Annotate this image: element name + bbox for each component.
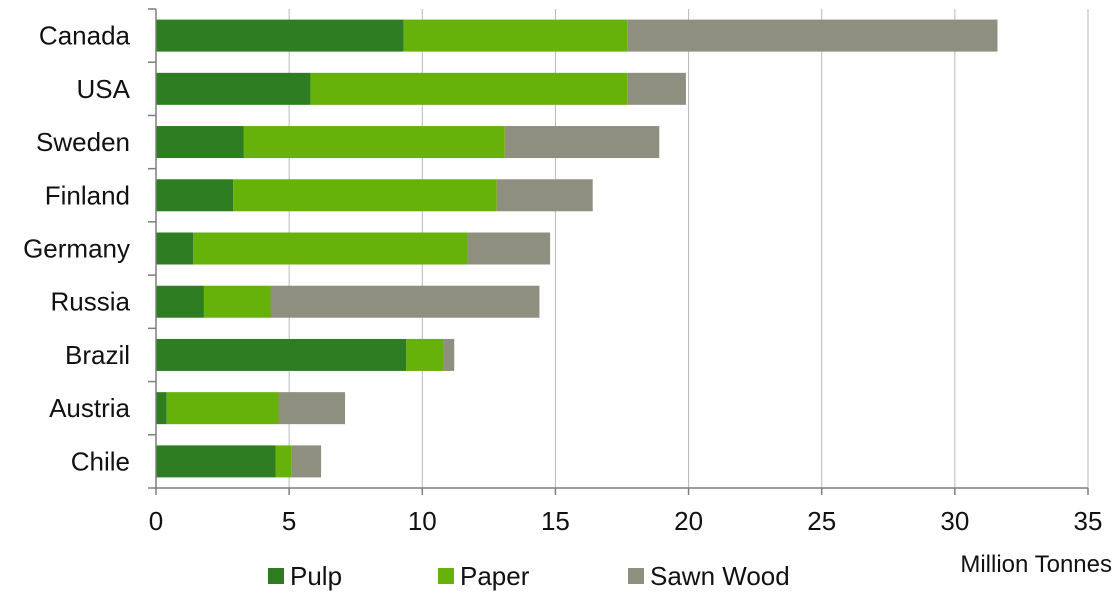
bar-segment xyxy=(467,232,551,265)
category-label: Canada xyxy=(39,21,131,51)
bar-segment xyxy=(156,445,276,478)
bar-segment xyxy=(627,19,998,52)
bar-segment xyxy=(310,72,628,105)
bar-segment xyxy=(270,285,540,318)
x-tick-label: 20 xyxy=(674,506,703,536)
bar-segment xyxy=(203,285,271,318)
bar-segment xyxy=(233,179,497,212)
x-tick-label: 35 xyxy=(1074,506,1103,536)
x-tick-label: 30 xyxy=(940,506,969,536)
bar-segment xyxy=(156,232,194,265)
category-label: Finland xyxy=(45,180,130,210)
bar-segment xyxy=(403,19,628,52)
bar-segment xyxy=(291,445,322,478)
legend-label: Paper xyxy=(460,561,530,591)
bar-segment xyxy=(156,19,404,52)
legend-label: Sawn Wood xyxy=(650,561,790,591)
legend-swatch xyxy=(438,568,454,584)
category-label: USA xyxy=(77,74,131,104)
x-tick-label: 5 xyxy=(282,506,296,536)
bar-segment xyxy=(504,126,660,159)
legend-swatch xyxy=(268,568,284,584)
bar-segment xyxy=(496,179,593,212)
category-labels: Canada USA Sweden Finland Germany Russia Brazi… xyxy=(23,21,131,477)
axes xyxy=(148,8,1089,495)
bar-segment xyxy=(243,126,505,159)
bar-segment xyxy=(443,338,455,371)
bar-segment xyxy=(406,338,444,371)
bar-segment xyxy=(278,392,346,425)
x-tick-label: 10 xyxy=(408,506,437,536)
bar-segment xyxy=(627,72,686,105)
bar-segment xyxy=(156,126,244,159)
bar-segment xyxy=(166,392,279,425)
legend-swatch xyxy=(628,568,644,584)
category-label: Sweden xyxy=(36,127,130,157)
bar-segment xyxy=(156,285,204,318)
bar-segment xyxy=(156,338,407,371)
legend-label: Pulp xyxy=(290,561,342,591)
category-label: Russia xyxy=(51,287,131,317)
bar-segment xyxy=(156,72,311,105)
bar-segment xyxy=(156,179,234,212)
category-label: Austria xyxy=(49,393,130,423)
bars xyxy=(156,19,998,478)
category-label: Chile xyxy=(71,446,130,476)
x-tick-labels: 0 5 10 15 20 25 30 35 xyxy=(149,506,1103,536)
category-label: Germany xyxy=(23,234,130,264)
x-tick-label: 25 xyxy=(807,506,836,536)
bar-segment xyxy=(275,445,292,478)
x-axis-label: Million Tonnes xyxy=(960,551,1112,578)
legend: Pulp Paper Sawn Wood xyxy=(268,561,790,591)
bar-segment xyxy=(156,392,167,425)
x-tick-label: 0 xyxy=(149,506,163,536)
category-label: Brazil xyxy=(65,340,130,370)
x-tick-label: 15 xyxy=(541,506,570,536)
bar-segment xyxy=(193,232,468,265)
